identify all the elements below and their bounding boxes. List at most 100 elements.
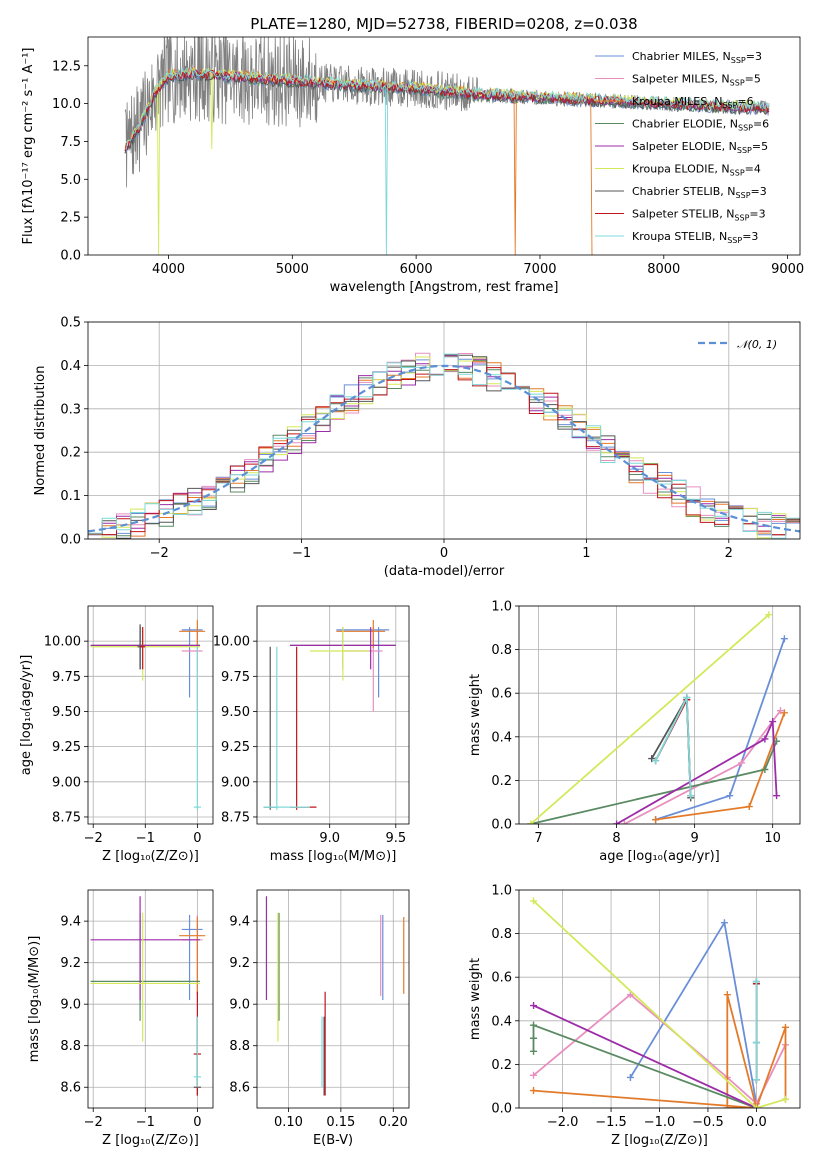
y-tick-label: 9.50 [52, 705, 81, 720]
axes-spectrum: 4000 5000 6000 7000 8000 9000 0.0 2.5 5.0 7.5 10.0… [21, 48, 804, 296]
legend-label-tail: =3 [749, 208, 765, 221]
y-axis-label: age [log₁₀(age/yr)] [19, 655, 34, 776]
y-tick-label: 0.2 [60, 446, 81, 461]
legend-label-text: Kroupa ELODIE, N [632, 163, 730, 176]
y-axis-label: mass weight [468, 958, 483, 1040]
legend-label-tail: =4 [745, 163, 761, 176]
weight-line [654, 696, 692, 796]
y-tick-label: 1.0 [491, 600, 512, 615]
x-tick-label: 7000 [523, 262, 556, 277]
y-tick-label: 8.75 [221, 810, 250, 825]
weight-marker [780, 709, 788, 717]
legend-label-tail: =3 [751, 185, 767, 198]
axes-mass-vs-Z: −2 −1 0 8.6 8.8 9.0 9.2 9.4 Z [log₁₀(Z/Z⊙)] mass … [27, 890, 213, 1148]
y-tick-label: 9.75 [221, 670, 250, 685]
weight-marker [652, 816, 660, 824]
weight-line [629, 920, 758, 1104]
legend-label: Kroupa STELIB, NSSP=3 [632, 230, 758, 245]
legend-label-sub: SSP [730, 79, 745, 88]
y-tick-label: 5.0 [60, 173, 81, 188]
x-tick-label: 0 [193, 1115, 201, 1130]
legend-label-sub: SSP [737, 146, 752, 155]
legend-label-text: Kroupa MILES, N [632, 95, 722, 108]
y-tick-label: 0.0 [60, 533, 81, 548]
x-tick-label: 9 [690, 831, 698, 846]
legend-label-tail: =3 [742, 230, 758, 243]
weight-marker [752, 1039, 760, 1047]
legend-label-sub: SSP [722, 101, 737, 110]
weight-marker [683, 694, 691, 702]
x-tick-label: 2 [725, 546, 733, 561]
legend-label-sub: SSP [734, 214, 749, 223]
legend-label-text: Chabrier ELODIE, N [632, 118, 738, 131]
x-tick-label: 0.20 [379, 1115, 408, 1130]
mass-weight-vs-age-frame [518, 605, 801, 825]
y-tick-label: 9.25 [52, 740, 81, 755]
y-tick-label: 7.5 [60, 135, 81, 150]
weight-marker [626, 991, 634, 999]
spectrum-model-line [125, 66, 770, 255]
y-tick-label: 0.4 [491, 730, 512, 745]
x-tick-label: −1 [292, 546, 311, 561]
y-tick-label: 8.6 [60, 1081, 81, 1096]
x-tick-label: 8000 [647, 262, 680, 277]
y-tick-label: 8.8 [229, 1039, 250, 1054]
errorbar-series-mass-vs-Z [90, 896, 206, 1096]
weight-marker [530, 897, 538, 905]
y-tick-label: 8.75 [52, 810, 81, 825]
weight-marker [765, 611, 773, 619]
weight-marker [626, 1073, 634, 1081]
weight-marker [781, 1023, 789, 1031]
weight-marker [761, 735, 769, 743]
y-tick-label: 9.2 [60, 956, 81, 971]
y-tick-label: 10.00 [213, 635, 250, 650]
legend-label: Chabrier ELODIE, NSSP=6 [632, 118, 769, 133]
weight-marker [745, 803, 753, 811]
x-tick-label: 9000 [771, 262, 804, 277]
weight-marker [752, 978, 760, 986]
x-tick-label: −2.0 [547, 1115, 579, 1130]
x-tick-label: 0.10 [274, 1115, 303, 1130]
x-tick-label: −2 [84, 831, 103, 846]
x-axis-label: age [log₁₀(age/yr)] [599, 849, 720, 864]
x-axis-label: E(B-V) [313, 1133, 353, 1148]
weight-marker [761, 766, 769, 773]
y-tick-label: 10.0 [52, 97, 81, 112]
legend-label: Chabrier STELIB, NSSP=3 [632, 185, 767, 200]
y-axis-label: mass weight [468, 674, 483, 756]
x-tick-label: −2 [150, 546, 169, 561]
errorbar-series-age-vs-Z [90, 620, 206, 810]
y-tick-label: 0.4 [60, 359, 81, 374]
x-tick-label: 0.15 [326, 1115, 355, 1130]
weight-line [533, 1004, 757, 1108]
y-tick-label: 9.4 [60, 915, 81, 930]
legend-label: Kroupa ELODIE, NSSP=4 [632, 163, 761, 178]
x-tick-label: 1 [582, 546, 590, 561]
y-tick-label: 10.00 [44, 635, 81, 650]
weight-marker [720, 919, 728, 927]
weight-marker [613, 820, 621, 824]
legend-label: 𝒩(0, 1) [737, 338, 777, 351]
x-tick-label: −1 [136, 1115, 155, 1130]
y-tick-label: 0.0 [491, 1102, 512, 1117]
axes-residuals: −2 −1 0 1 2 0.0 0.1 0.2 0.3 0.4 0.5 (data-model)/er… [33, 316, 800, 579]
weight-marker [781, 1095, 789, 1103]
weight-marker [752, 1104, 760, 1108]
x-tick-label: 9.5 [385, 831, 406, 846]
x-tick-label: −0.5 [692, 1115, 724, 1130]
residuals-legend: 𝒩(0, 1) [698, 338, 777, 351]
weight-marker [723, 991, 731, 999]
y-tick-label: 0.6 [491, 687, 512, 702]
x-tick-label: −2 [84, 1115, 103, 1130]
axes-mass-weight-vs-age: 7 8 9 10 0.0 0.2 0.4 0.6 0.8 1.0 age [log₁₀(age/yr… [468, 600, 800, 864]
x-tick-label: −1.5 [595, 1115, 627, 1130]
y-tick-label: 12.5 [52, 59, 81, 74]
axes-mass-vs-ebv: 0.10 0.15 0.20 8.6 8.8 9.0 9.2 9.4 E(B-V) [229, 890, 409, 1148]
weight-marker [776, 707, 784, 715]
weight-marker [752, 1076, 760, 1084]
legend-label-sub: SSP [736, 191, 751, 200]
weight-marker [687, 792, 695, 800]
y-tick-label: 0.2 [491, 1058, 512, 1073]
weight-marker [527, 820, 535, 824]
